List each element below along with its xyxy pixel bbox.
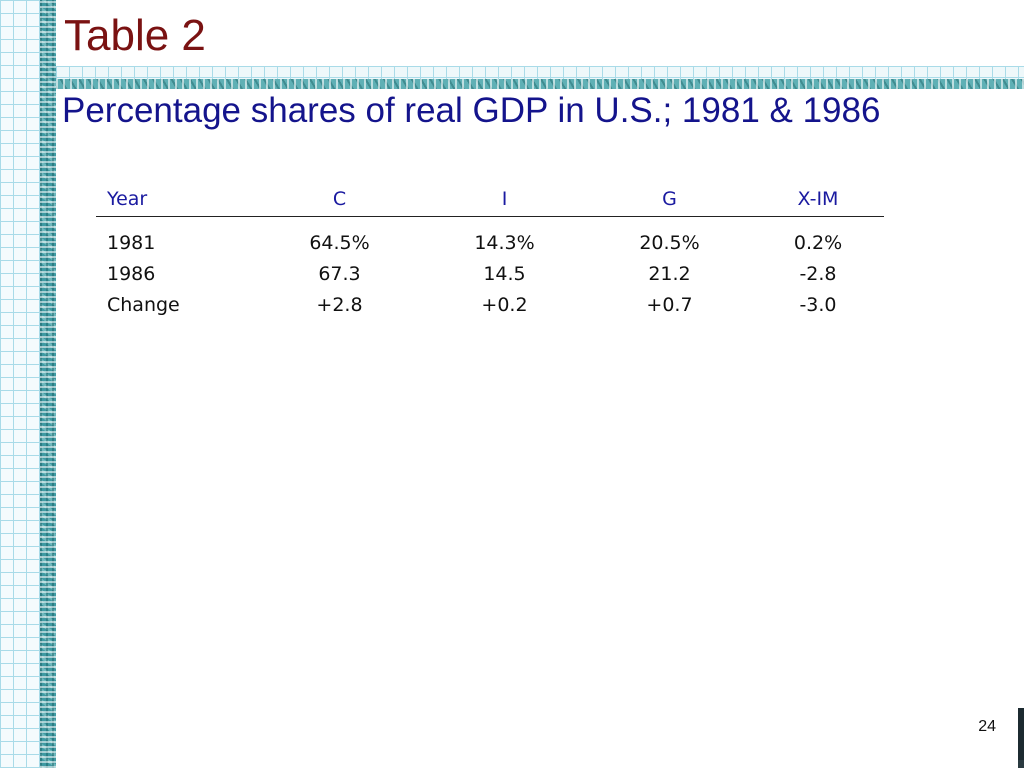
table-cell: +2.8 [316,293,363,316]
slide-title: Table 2 [64,11,206,60]
table-cell: +0.2 [481,293,528,316]
table-cell: -3.0 [799,293,837,316]
header-c: C [257,182,422,217]
table-row: 1986 67.3 14.5 21.2 -2.8 [96,258,884,289]
page-number-box: 24 [930,708,1018,768]
row-label: Change [107,293,180,316]
table-header-row: Year C I G X-IM [96,182,884,217]
table-cell: 64.5% [309,231,370,254]
row-label: 1981 [107,231,156,254]
header-i: I [422,182,587,217]
header-year: Year [96,182,257,217]
table-row: Change +2.8 +0.2 +0.7 -3.0 [96,289,884,320]
header-g: G [587,182,752,217]
page-number: 24 [978,718,996,735]
table-cell: -2.8 [799,262,837,285]
table-cell: 0.2% [793,231,843,254]
table-cell: +0.7 [646,293,693,316]
slide-subtitle: Percentage shares of real GDP in U.S.; 1… [62,91,881,130]
corner-decoration [1014,708,1024,768]
table-cell: 14.3% [474,231,535,254]
left-grid-decoration [0,0,42,768]
table-row: 1981 64.5% 14.3% 20.5% 0.2% [96,217,884,259]
title-band-texture [56,79,1024,89]
table-cell: 21.2 [648,262,691,285]
table-cell: 14.5 [483,262,526,285]
header-x-im: X-IM [752,182,884,217]
left-texture-decoration [40,0,56,768]
row-label: 1986 [107,262,156,285]
table-cell: 20.5% [639,231,700,254]
gdp-shares-table: Year C I G X-IM 1981 64.5% 14.3% 20.5% 0… [96,182,884,320]
table-cell: 67.3 [318,262,361,285]
